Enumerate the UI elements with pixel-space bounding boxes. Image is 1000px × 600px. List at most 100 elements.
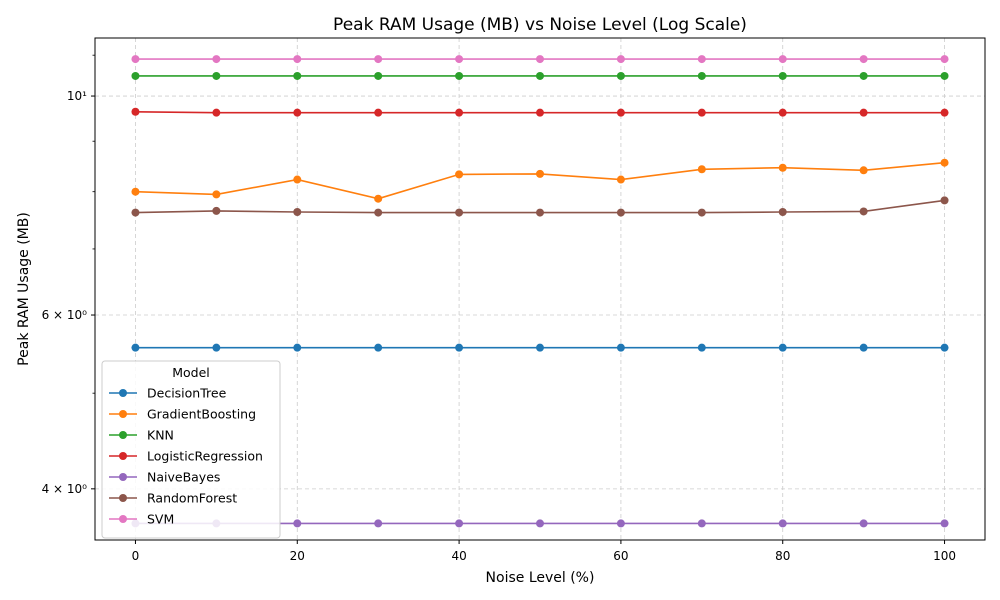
data-point xyxy=(536,208,544,217)
data-point xyxy=(616,108,625,117)
data-point xyxy=(940,519,949,528)
x-tick-label: 20 xyxy=(290,549,305,563)
data-point xyxy=(293,108,302,117)
legend-box xyxy=(101,360,281,539)
x-tick-label: 60 xyxy=(613,549,628,563)
data-point xyxy=(374,343,383,352)
legend-swatch-marker xyxy=(119,410,127,418)
data-point xyxy=(455,108,464,117)
data-point xyxy=(616,208,625,217)
data-point xyxy=(212,190,221,199)
x-tick-label: 80 xyxy=(775,549,790,563)
data-point xyxy=(536,55,544,64)
data-point xyxy=(778,71,787,80)
tick-layer: 0 20 40 60 80 100 4 × 10⁰ 6 × 10⁰ 10¹ xyxy=(42,54,956,563)
legend-label: SVM xyxy=(147,512,174,527)
data-point xyxy=(697,208,706,217)
legend-title: Model xyxy=(172,365,210,380)
data-point xyxy=(131,187,140,196)
x-tick-label: 100 xyxy=(933,549,956,563)
data-point xyxy=(212,71,221,80)
data-point xyxy=(616,55,625,64)
data-point xyxy=(212,55,221,64)
data-point xyxy=(536,343,544,352)
data-point xyxy=(940,108,949,117)
legend-label: NaiveBayes xyxy=(147,470,220,485)
data-point xyxy=(940,196,949,205)
data-point xyxy=(536,108,544,117)
data-point xyxy=(616,519,625,528)
legend-swatch-marker xyxy=(119,494,127,502)
plot-frame xyxy=(94,37,986,541)
data-point xyxy=(536,519,544,528)
legend-item: KNN xyxy=(109,428,174,443)
data-point xyxy=(374,519,383,528)
data-point xyxy=(455,71,464,80)
data-point xyxy=(697,165,706,174)
data-point xyxy=(455,55,464,64)
data-point xyxy=(374,108,383,117)
data-point xyxy=(293,71,302,80)
data-point xyxy=(131,55,140,64)
data-point xyxy=(616,71,625,80)
legend-swatch-marker xyxy=(119,515,127,523)
legend-items: DecisionTree GradientBoosting KNN LogisticR… xyxy=(109,386,263,527)
data-point xyxy=(778,55,787,64)
data-point xyxy=(859,343,868,352)
data-point xyxy=(293,55,302,64)
legend-item: SVM xyxy=(109,512,174,527)
data-point xyxy=(778,163,787,172)
data-point xyxy=(616,175,625,184)
x-tick-label: 40 xyxy=(451,549,466,563)
data-point xyxy=(293,519,302,528)
legend-item: DecisionTree xyxy=(109,386,227,401)
data-point xyxy=(455,170,464,179)
series-decisiontree xyxy=(131,343,949,352)
chart-title: Peak RAM Usage (MB) vs Noise Level (Log … xyxy=(333,15,747,35)
data-point xyxy=(616,343,625,352)
data-point xyxy=(374,55,383,64)
legend-label: GradientBoosting xyxy=(147,407,256,422)
legend-item: LogisticRegression xyxy=(109,449,263,464)
legend-swatch-marker xyxy=(119,452,127,460)
data-point xyxy=(212,108,221,117)
data-point xyxy=(131,208,140,217)
series-randomforest xyxy=(131,196,949,217)
data-point xyxy=(940,343,949,352)
data-point xyxy=(778,343,787,352)
data-point xyxy=(859,108,868,117)
series-svm xyxy=(131,55,949,64)
data-point xyxy=(131,71,140,80)
legend-item: GradientBoosting xyxy=(109,407,256,422)
data-point xyxy=(940,158,949,167)
data-point xyxy=(374,71,383,80)
data-point xyxy=(536,71,544,80)
series-layer xyxy=(131,55,949,528)
data-point xyxy=(859,519,868,528)
series-logisticregression xyxy=(131,107,949,117)
y-tick-label: 10¹ xyxy=(67,89,87,103)
data-point xyxy=(859,166,868,175)
data-point xyxy=(293,343,302,352)
data-point xyxy=(859,207,868,216)
data-point xyxy=(212,206,221,215)
data-point xyxy=(697,108,706,117)
data-point xyxy=(697,71,706,80)
data-point xyxy=(455,519,464,528)
y-tick-label: 4 × 10⁰ xyxy=(42,482,88,496)
y-tick-label: 6 × 10⁰ xyxy=(42,308,88,322)
legend: Model DecisionTree GradientBoosting KNN Log… xyxy=(101,360,281,539)
legend-item: NaiveBayes xyxy=(109,470,220,485)
data-point xyxy=(778,519,787,528)
x-tick-label: 0 xyxy=(132,549,140,563)
data-point xyxy=(697,343,706,352)
legend-swatch-marker xyxy=(119,473,127,481)
data-point xyxy=(293,175,302,184)
series-knn xyxy=(131,71,949,80)
data-point xyxy=(455,208,464,217)
legend-label: RandomForest xyxy=(147,491,237,506)
x-axis-label: Noise Level (%) xyxy=(486,570,595,586)
data-point xyxy=(940,71,949,80)
legend-label: KNN xyxy=(147,428,174,443)
